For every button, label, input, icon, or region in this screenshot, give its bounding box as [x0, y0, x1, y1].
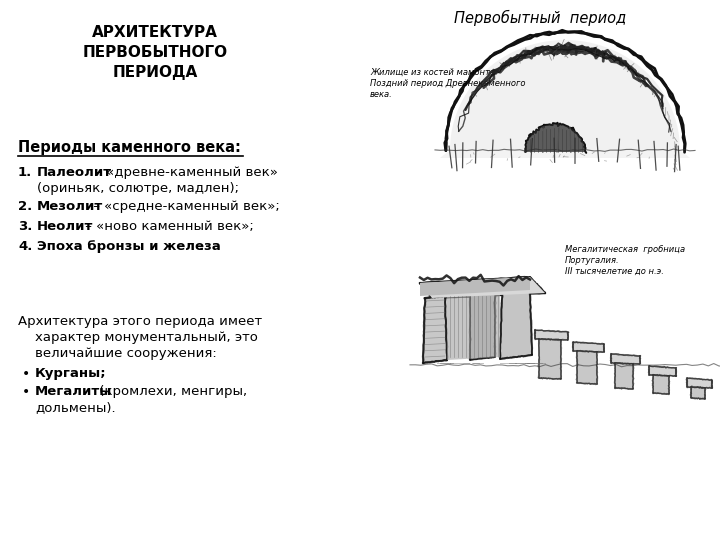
- Text: 3.: 3.: [18, 220, 32, 233]
- Polygon shape: [423, 296, 447, 363]
- Polygon shape: [420, 277, 545, 298]
- Text: Первобытный  период: Первобытный период: [454, 10, 626, 26]
- Polygon shape: [450, 40, 680, 150]
- Text: Палеолит: Палеолит: [37, 166, 112, 179]
- Polygon shape: [653, 375, 669, 394]
- Polygon shape: [440, 150, 690, 158]
- Text: Жилище из костей мамонта.: Жилище из костей мамонта.: [370, 68, 498, 77]
- Text: Португалия.: Португалия.: [565, 256, 620, 265]
- Text: – «средне-каменный век»;: – «средне-каменный век»;: [89, 200, 280, 213]
- Polygon shape: [525, 124, 585, 152]
- Polygon shape: [535, 330, 568, 340]
- Polygon shape: [649, 366, 676, 376]
- Text: – «древне-каменный век»: – «древне-каменный век»: [91, 166, 278, 179]
- Text: (кромлехи, менгиры,: (кромлехи, менгиры,: [95, 385, 247, 398]
- Polygon shape: [691, 387, 705, 399]
- Text: III тысячелетие до н.э.: III тысячелетие до н.э.: [565, 267, 664, 276]
- Text: – «ново каменный век»;: – «ново каменный век»;: [81, 220, 253, 233]
- Polygon shape: [611, 354, 640, 364]
- Text: Мегалиты: Мегалиты: [35, 385, 112, 398]
- Text: .: .: [199, 240, 204, 253]
- Text: •: •: [22, 385, 30, 399]
- Text: века.: века.: [370, 90, 392, 99]
- Polygon shape: [500, 290, 532, 359]
- Text: Мегалитическая  гробница: Мегалитическая гробница: [565, 245, 685, 254]
- Text: Поздний период Древнекаменного: Поздний период Древнекаменного: [370, 79, 526, 88]
- Text: Курганы;: Курганы;: [35, 367, 107, 380]
- Text: Периоды каменного века:: Периоды каменного века:: [18, 140, 241, 155]
- Polygon shape: [615, 363, 633, 389]
- Text: 1.: 1.: [18, 166, 32, 179]
- Text: характер монументальный, это: характер монументальный, это: [35, 331, 258, 344]
- Polygon shape: [447, 293, 500, 360]
- Text: (ориньяк, солютре, мадлен);: (ориньяк, солютре, мадлен);: [37, 182, 239, 195]
- Text: Эпоха бронзы и железа: Эпоха бронзы и железа: [37, 240, 221, 253]
- Polygon shape: [539, 339, 561, 379]
- Text: Мезолит: Мезолит: [37, 200, 103, 213]
- Text: АРХИТЕКТУРА
ПЕРВОБЫТНОГО
ПЕРИОДА: АРХИТЕКТУРА ПЕРВОБЫТНОГО ПЕРИОДА: [82, 25, 228, 79]
- Polygon shape: [577, 351, 597, 384]
- Text: •: •: [22, 367, 30, 381]
- Text: величайшие сооружения:: величайшие сооружения:: [35, 347, 217, 360]
- Text: дольмены).: дольмены).: [35, 401, 116, 414]
- Polygon shape: [420, 277, 530, 296]
- Text: Архитектура этого периода имеет: Архитектура этого периода имеет: [18, 315, 262, 328]
- Text: Неолит: Неолит: [37, 220, 94, 233]
- Polygon shape: [687, 378, 712, 388]
- Polygon shape: [573, 342, 604, 352]
- Polygon shape: [470, 293, 495, 360]
- Text: 4.: 4.: [18, 240, 32, 253]
- Text: 2.: 2.: [18, 200, 32, 213]
